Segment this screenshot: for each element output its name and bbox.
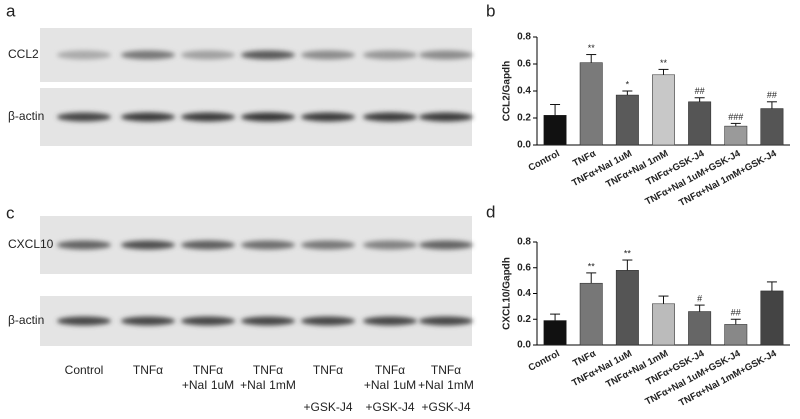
lane-label: TNFα xyxy=(431,363,461,377)
blot-band xyxy=(181,316,235,326)
bar xyxy=(688,101,712,146)
blot-band xyxy=(57,112,111,122)
blot-band xyxy=(57,316,111,326)
significance-label: * xyxy=(626,79,630,89)
significance-label: # xyxy=(697,293,702,303)
bar xyxy=(652,303,675,346)
y-tick-label: 0.8 xyxy=(517,32,531,43)
blot-band xyxy=(181,240,235,250)
bar xyxy=(543,320,567,346)
y-tick-label: 0.2 xyxy=(517,113,531,124)
bar xyxy=(543,115,567,146)
blot-row-label: CCL2 xyxy=(8,47,39,61)
y-tick-label: 0.0 xyxy=(517,140,531,151)
blot-row-label: β-actin xyxy=(8,109,44,123)
panel-label: a xyxy=(6,1,16,20)
lane-label: +NaI 1uM xyxy=(364,378,416,392)
y-tick-label: 0.4 xyxy=(517,288,531,299)
blot-band xyxy=(363,112,417,122)
bar xyxy=(760,290,784,346)
lane-label: +GSK-J4 xyxy=(365,400,414,414)
lane-label: +GSK-J4 xyxy=(303,400,352,414)
blot-band xyxy=(363,50,417,60)
significance-label: ** xyxy=(588,43,596,53)
lane-label: +NaI 1mM xyxy=(418,378,474,392)
blot-band xyxy=(181,50,235,60)
x-tick-label: Control xyxy=(527,348,562,374)
lane-label: Control xyxy=(65,363,104,377)
blot-row-label: β-actin xyxy=(8,313,44,327)
bar xyxy=(760,108,784,146)
y-tick-label: 0.6 xyxy=(517,262,531,273)
blot-band xyxy=(363,316,417,326)
significance-label: ** xyxy=(588,261,596,271)
blot-band xyxy=(419,240,473,250)
panel-label: c xyxy=(6,203,15,222)
blot-band xyxy=(419,112,473,122)
lane-label: TNFα xyxy=(133,363,163,377)
lane-label: TNFα xyxy=(375,363,405,377)
bar xyxy=(652,74,675,146)
bar xyxy=(579,62,603,146)
bar xyxy=(724,324,748,346)
panel-label: d xyxy=(486,202,495,221)
blot-band xyxy=(301,50,355,60)
panel-label: b xyxy=(486,1,495,20)
blot-band xyxy=(301,112,355,122)
bar xyxy=(688,311,712,346)
significance-label: ### xyxy=(728,112,743,122)
blot-band xyxy=(301,240,355,250)
y-tick-label: 0.2 xyxy=(517,314,531,325)
blot-band xyxy=(419,316,473,326)
blot-band xyxy=(241,112,295,122)
significance-label: ## xyxy=(731,308,741,318)
blot-band xyxy=(301,316,355,326)
y-axis-label: CXCL10/Gapdh xyxy=(502,257,513,330)
y-tick-label: 0.4 xyxy=(517,86,531,97)
blot-row-label: CXCL10 xyxy=(8,237,54,251)
lane-label: TNFα xyxy=(313,363,343,377)
blot-band xyxy=(57,240,111,250)
y-tick-label: 0.0 xyxy=(517,340,531,351)
blot-band xyxy=(57,50,111,60)
lane-label: +NaI 1uM xyxy=(182,378,234,392)
y-axis-label: CCL2/Gapdh xyxy=(502,61,513,122)
blot-band xyxy=(363,240,417,250)
significance-label: ## xyxy=(767,90,777,100)
lane-label: TNFα xyxy=(253,363,283,377)
bar xyxy=(579,282,603,346)
lane-label: TNFα xyxy=(193,363,223,377)
x-tick-label: Control xyxy=(527,148,562,174)
significance-label: ** xyxy=(624,248,632,258)
y-tick-label: 0.8 xyxy=(517,237,531,248)
lane-label: +GSK-J4 xyxy=(421,400,470,414)
blot-band xyxy=(181,112,235,122)
blot-band xyxy=(241,50,295,60)
blot-band xyxy=(121,316,175,326)
significance-label: ## xyxy=(695,86,705,96)
lane-label: +NaI 1mM xyxy=(240,378,296,392)
blot-band xyxy=(121,240,175,250)
blot-band xyxy=(121,112,175,122)
bar xyxy=(615,94,639,146)
significance-label: ** xyxy=(660,58,668,68)
blot-band xyxy=(419,50,473,60)
blot-band xyxy=(121,50,175,60)
bar xyxy=(724,125,748,146)
blot-band xyxy=(241,240,295,250)
bar xyxy=(615,270,639,346)
y-tick-label: 0.6 xyxy=(517,59,531,70)
blot-band xyxy=(241,316,295,326)
